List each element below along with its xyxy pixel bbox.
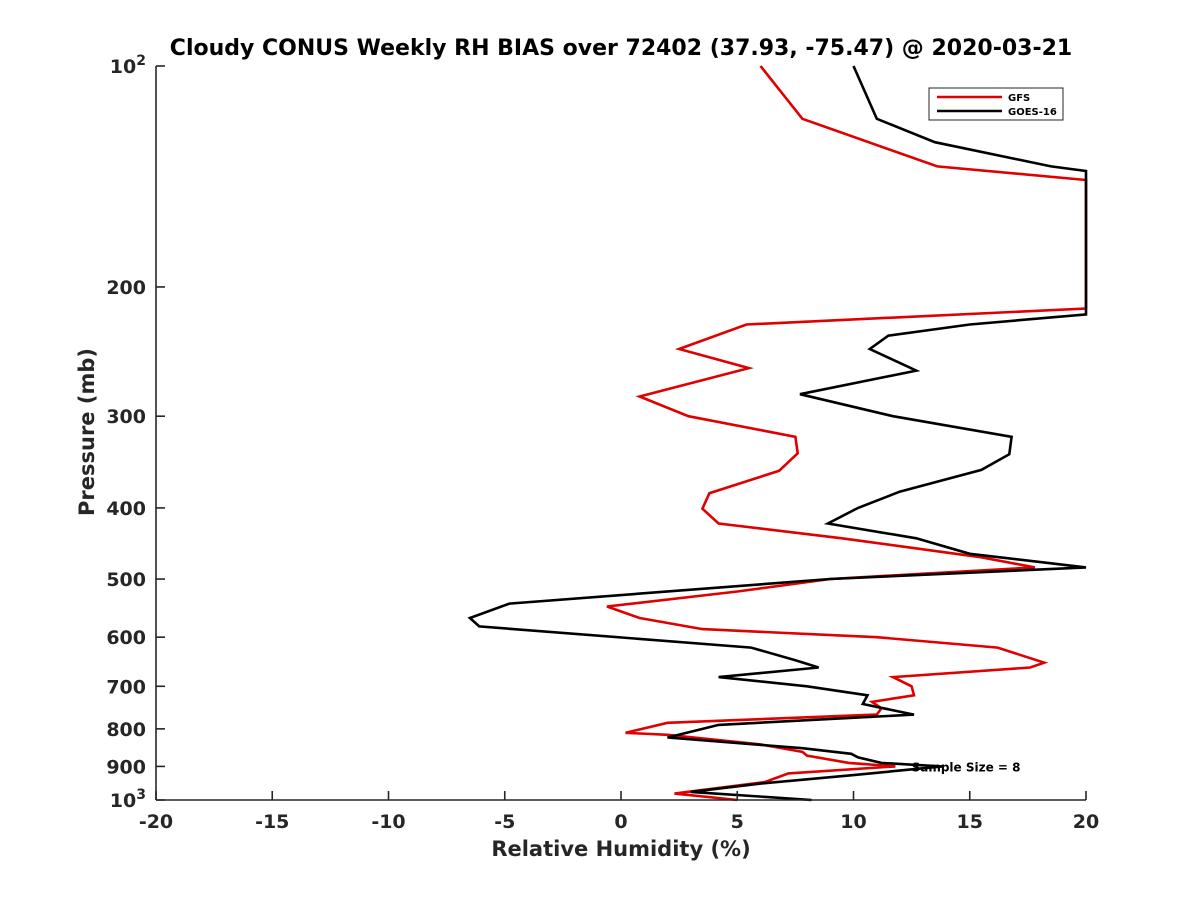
legend-box <box>928 87 1064 121</box>
x-tick-label: 0 <box>614 811 627 833</box>
y-tick-label: 900 <box>106 756 146 778</box>
series-line-goes16 <box>467 65 1088 802</box>
x-tick-label: 5 <box>731 811 744 833</box>
y-tick-label: 103 <box>110 787 146 812</box>
x-tick-label: -5 <box>494 811 515 833</box>
x-tick-label: -10 <box>371 811 405 833</box>
series-layer <box>467 65 1088 802</box>
y-tick-label: 102 <box>110 53 146 78</box>
y-tick-label: 500 <box>106 569 146 591</box>
sample-size-annotation: Sample Size = 8 <box>912 760 1021 774</box>
legend-label-gfs: GFS <box>1008 93 1030 104</box>
ticks-layer: -20 -15 -10 -5 0 5 10 15 20 102 200 300 400 500 600 700… <box>106 53 1099 833</box>
legend: GFS GOES-16 <box>928 87 1064 121</box>
x-axis-label: Relative Humidity (%) <box>491 837 750 861</box>
x-tick-label: -20 <box>139 811 173 833</box>
x-tick-label: 15 <box>957 811 983 833</box>
y-tick-label: 400 <box>106 498 146 520</box>
y-tick-label: 700 <box>106 676 146 698</box>
y-tick-label: 200 <box>106 277 146 299</box>
y-tick-label: 600 <box>106 627 146 649</box>
chart-title: Cloudy CONUS Weekly RH BIAS over 72402 (… <box>170 36 1072 61</box>
x-tick-label: 10 <box>840 811 866 833</box>
y-tick-label: 800 <box>106 719 146 741</box>
y-axis-label: Pressure (mb) <box>75 348 99 516</box>
x-tick-label: 20 <box>1073 811 1099 833</box>
legend-label-goes16: GOES-16 <box>1008 107 1057 118</box>
series-line-gfs <box>606 65 1088 802</box>
x-tick-label: -15 <box>255 811 289 833</box>
y-tick-label: 300 <box>106 406 146 428</box>
